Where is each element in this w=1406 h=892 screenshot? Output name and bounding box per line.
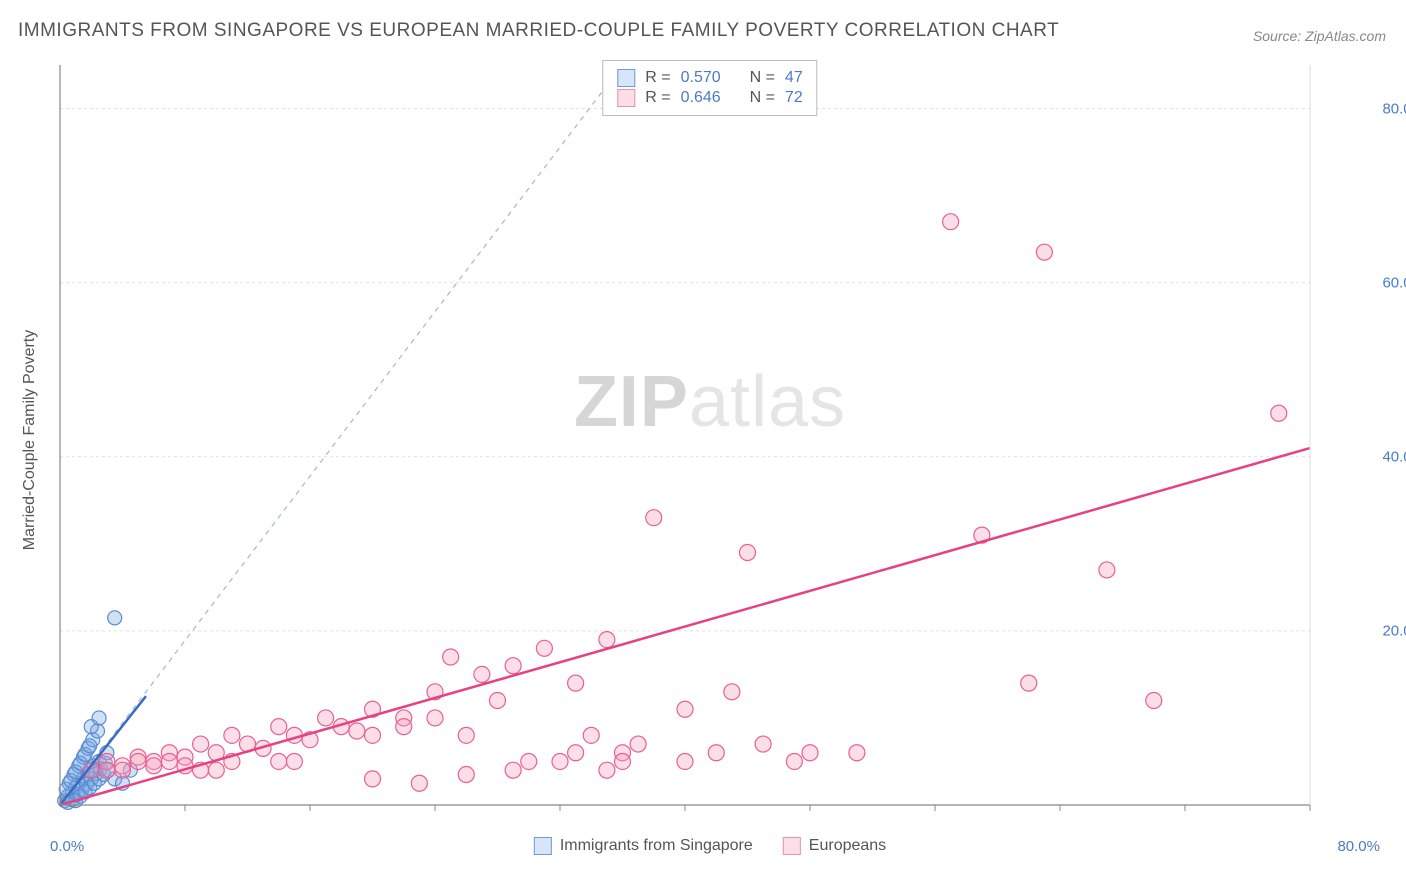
n-value-1: 47 bbox=[785, 69, 803, 87]
legend-swatch-blue bbox=[534, 837, 552, 855]
y-tick-label: 60.0% bbox=[1382, 274, 1406, 291]
chart-title: IMMIGRANTS FROM SINGAPORE VS EUROPEAN MA… bbox=[18, 20, 1059, 42]
r-value-2: 0.646 bbox=[681, 89, 721, 107]
x-axis-min-label: 0.0% bbox=[50, 838, 84, 855]
r-value-1: 0.570 bbox=[681, 69, 721, 87]
scatter-plot bbox=[50, 55, 1370, 825]
r-label-1: R = bbox=[645, 69, 670, 87]
y-axis-label: Married-Couple Family Poverty bbox=[21, 330, 39, 551]
legend-item-singapore: Immigrants from Singapore bbox=[534, 837, 753, 855]
legend-swatch-pink bbox=[783, 837, 801, 855]
legend-label-europeans: Europeans bbox=[809, 837, 886, 855]
corr-swatch-blue bbox=[617, 69, 635, 87]
n-value-2: 72 bbox=[785, 89, 803, 107]
n-label-2: N = bbox=[750, 89, 775, 107]
y-tick-label: 20.0% bbox=[1382, 622, 1406, 639]
legend-item-europeans: Europeans bbox=[783, 837, 886, 855]
bottom-legend: Immigrants from Singapore Europeans bbox=[534, 837, 886, 855]
y-tick-label: 40.0% bbox=[1382, 448, 1406, 465]
n-label-1: N = bbox=[750, 69, 775, 87]
x-axis-max-label: 80.0% bbox=[1337, 838, 1380, 855]
source-attribution: Source: ZipAtlas.com bbox=[1253, 28, 1386, 44]
correlation-row-1: R = 0.570 N = 47 bbox=[617, 69, 802, 87]
corr-swatch-pink bbox=[617, 89, 635, 107]
legend-label-singapore: Immigrants from Singapore bbox=[560, 837, 753, 855]
r-label-2: R = bbox=[645, 89, 670, 107]
y-tick-label: 80.0% bbox=[1382, 100, 1406, 117]
correlation-row-2: R = 0.646 N = 72 bbox=[617, 89, 802, 107]
correlation-legend: R = 0.570 N = 47 R = 0.646 N = 72 bbox=[602, 60, 817, 116]
chart-area: Married-Couple Family Poverty 20.0%40.0%… bbox=[50, 55, 1370, 825]
